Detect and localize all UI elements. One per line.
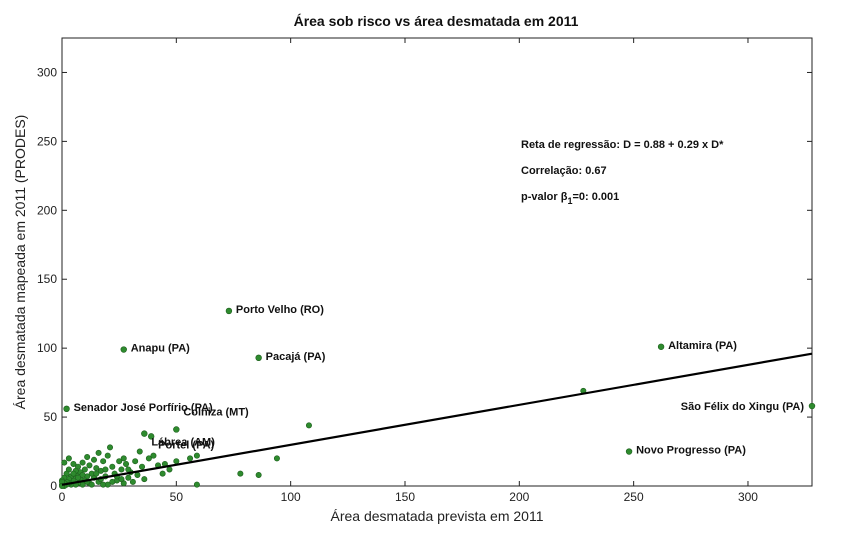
point-label: Colniza (MT)	[183, 406, 249, 418]
data-point	[273, 455, 280, 462]
data-point	[70, 460, 77, 467]
point-label: Lábrea (AM)	[151, 437, 215, 449]
point-label: Porto Velho (RO)	[236, 304, 324, 316]
data-point	[136, 448, 143, 455]
point-label: Anapu (PA)	[131, 343, 190, 355]
y-tick-label: 300	[37, 65, 57, 79]
data-point	[123, 460, 130, 467]
data-point	[150, 452, 157, 459]
p-value-subscript: 1	[567, 196, 572, 206]
labeled-data-point	[147, 433, 155, 440]
regression-equation: Reta de regressão: D = 0.88 + 0.29 x D*	[521, 139, 724, 151]
point-label: São Félix do Xingu (PA)	[681, 401, 805, 413]
data-point	[134, 471, 141, 478]
data-point	[132, 458, 139, 465]
data-points	[58, 307, 816, 489]
y-tick-label: 50	[44, 410, 58, 424]
regression-line-group	[61, 352, 813, 486]
x-tick-label: 0	[59, 490, 66, 504]
labeled-data-point	[625, 448, 633, 455]
labeled-data-point	[173, 426, 180, 433]
labeled-data-point	[255, 354, 262, 362]
data-point	[95, 449, 102, 456]
labeled-data-point	[141, 430, 148, 437]
labeled-data-point	[120, 346, 127, 353]
x-tick-label: 300	[738, 490, 758, 504]
point-annotations: Porto Velho (RO) Anapu (PA) Pacajá (PA) Alt…	[74, 304, 805, 457]
data-point	[129, 478, 136, 485]
data-point	[65, 455, 72, 462]
data-point	[79, 459, 86, 466]
data-point	[102, 466, 109, 473]
y-tick-label: 250	[37, 134, 57, 148]
data-point	[193, 481, 200, 488]
labeled-data-point	[808, 402, 816, 410]
y-tick-label: 100	[37, 341, 57, 355]
data-point	[145, 455, 152, 462]
data-point	[159, 470, 166, 477]
data-point	[109, 478, 116, 485]
data-point	[139, 463, 146, 470]
x-tick-label: 200	[509, 490, 529, 504]
data-point	[88, 481, 95, 488]
p-value-suffix: =0: 0.001	[572, 191, 619, 203]
data-point	[79, 471, 86, 478]
data-point	[125, 474, 132, 481]
data-point	[118, 466, 125, 473]
labeled-data-point	[657, 343, 665, 350]
labeled-data-point	[225, 307, 233, 315]
p-value-prefix: p-valor β	[521, 191, 568, 203]
axis-ticks: 0 50 100 150 200 250 300 0 50 100 150 200 250 300	[37, 38, 812, 504]
data-point	[84, 454, 91, 461]
plot-area	[61, 37, 813, 487]
data-point	[187, 455, 194, 462]
point-label: Portel (PA)	[158, 439, 214, 451]
data-point	[86, 462, 93, 469]
data-point	[81, 466, 88, 473]
point-label: Senador José Porfírio (PA)	[74, 402, 213, 414]
data-point	[100, 458, 107, 465]
data-point	[166, 466, 173, 473]
data-point	[100, 481, 107, 488]
data-point	[120, 455, 127, 462]
chart-title: Área sob risco vs área desmatada em 2011	[294, 13, 579, 29]
x-tick-label: 50	[170, 490, 184, 504]
data-point	[93, 465, 100, 472]
correlation-text: Correlação: 0.67	[521, 165, 607, 177]
data-point	[61, 459, 68, 466]
data-point	[173, 458, 180, 465]
data-point	[141, 476, 148, 483]
x-tick-label: 100	[281, 490, 301, 504]
data-point	[70, 470, 77, 477]
data-point	[107, 444, 114, 451]
y-tick-label: 200	[37, 203, 57, 217]
x-tick-label: 150	[395, 490, 415, 504]
point-label: Novo Progresso (PA)	[636, 445, 746, 457]
point-label: Pacajá (PA)	[266, 351, 326, 363]
data-point	[93, 470, 100, 477]
x-axis-label: Área desmatada prevista em 2011	[331, 508, 544, 524]
y-tick-label: 0	[50, 479, 57, 493]
regression-stats: Reta de regressão: D = 0.88 + 0.29 x D* …	[521, 139, 724, 206]
data-point	[125, 466, 132, 473]
p-value-text: p-valor β1=0: 0.001	[521, 191, 619, 206]
data-point	[193, 452, 200, 459]
data-point	[118, 476, 125, 483]
data-point	[91, 456, 98, 463]
data-point	[237, 470, 244, 477]
regression-line	[61, 352, 813, 486]
labeled-data-point	[63, 405, 70, 413]
point-label: Altamira (PA)	[668, 340, 737, 352]
data-point	[109, 463, 116, 470]
y-tick-label: 150	[37, 272, 57, 286]
data-point	[116, 458, 123, 465]
data-point	[255, 471, 262, 478]
x-tick-label: 250	[624, 490, 644, 504]
data-point	[104, 452, 111, 459]
data-point	[75, 474, 82, 481]
y-axis-label: Área desmatada mapeada em 2011 (PRODES)	[12, 115, 28, 410]
data-point	[305, 422, 312, 429]
